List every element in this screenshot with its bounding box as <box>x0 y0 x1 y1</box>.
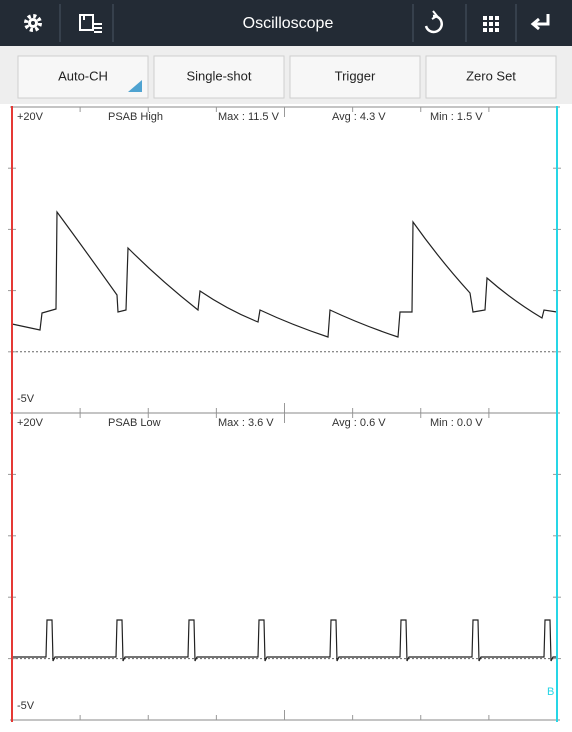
back-icon[interactable] <box>530 14 550 31</box>
settings-icon[interactable] <box>24 14 42 32</box>
max-readout: Max : 11.5 V <box>218 111 280 123</box>
channel-panel: +20V PSAB Low Max : 3.6 V Avg : 0.6 V Min : … <box>8 412 561 721</box>
max-readout: Max : 3.6 V <box>218 417 274 429</box>
button[interactable] <box>425 55 557 99</box>
scale-bottom-label: -5V <box>17 700 35 712</box>
high-waveform <box>11 210 558 338</box>
min-readout: Min : 0.0 V <box>430 417 483 429</box>
button-label[interactable]: Zero Set <box>466 68 516 83</box>
grid-icon[interactable] <box>483 16 499 32</box>
min-readout: Min : 1.5 V <box>430 111 483 123</box>
toolbar-title: Oscilloscope <box>243 15 334 32</box>
low-waveform <box>12 619 557 662</box>
button-label[interactable]: Auto-CH <box>58 68 108 83</box>
avg-readout: Avg : 0.6 V <box>332 417 386 429</box>
button[interactable] <box>17 55 149 99</box>
scale-top-label: +20V <box>17 111 44 123</box>
save-icon[interactable] <box>79 14 102 33</box>
dropdown-indicator <box>128 80 142 92</box>
button-label[interactable]: Single-shot <box>186 68 251 83</box>
avg-readout: Avg : 4.3 V <box>332 111 386 123</box>
channel-marker: B <box>547 686 554 698</box>
channel-name: PSAB Low <box>108 417 161 429</box>
toolbar-separators <box>59 4 517 42</box>
button[interactable] <box>289 55 421 99</box>
button-label[interactable]: Trigger <box>335 68 376 83</box>
scale-bottom-label: -5V <box>17 393 35 405</box>
scale-top-label: +20V <box>17 417 44 429</box>
refresh-icon[interactable] <box>424 10 443 34</box>
channel-name: PSAB High <box>108 111 163 123</box>
button[interactable] <box>153 55 285 99</box>
